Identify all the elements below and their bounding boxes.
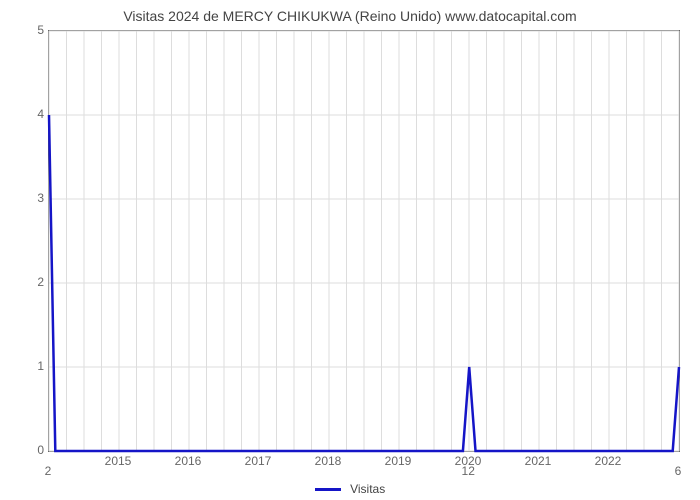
y-tick-label: 1: [4, 359, 44, 373]
data-point-label: 2: [45, 464, 52, 478]
y-tick-label: 0: [4, 443, 44, 457]
x-tick-label: 2019: [385, 454, 412, 468]
legend-label: Visitas: [350, 482, 385, 496]
y-tick-label: 4: [4, 107, 44, 121]
line-plot-svg: [49, 31, 679, 451]
chart-title: Visitas 2024 de MERCY CHIKUKWA (Reino Un…: [0, 8, 700, 24]
x-tick-label: 2018: [315, 454, 342, 468]
y-tick-label: 3: [4, 191, 44, 205]
x-tick-label: 2017: [245, 454, 272, 468]
plot-area: [48, 30, 680, 452]
legend-swatch: [315, 488, 341, 491]
chart-container: Visitas 2024 de MERCY CHIKUKWA (Reino Un…: [0, 0, 700, 500]
legend: Visitas: [0, 482, 700, 496]
x-tick-label: 2021: [525, 454, 552, 468]
y-tick-label: 2: [4, 275, 44, 289]
data-point-label: 12: [462, 464, 475, 478]
x-tick-label: 2022: [595, 454, 622, 468]
data-point-label: 6: [675, 464, 682, 478]
x-tick-label: 2015: [105, 454, 132, 468]
x-tick-label: 2016: [175, 454, 202, 468]
y-tick-label: 5: [4, 23, 44, 37]
